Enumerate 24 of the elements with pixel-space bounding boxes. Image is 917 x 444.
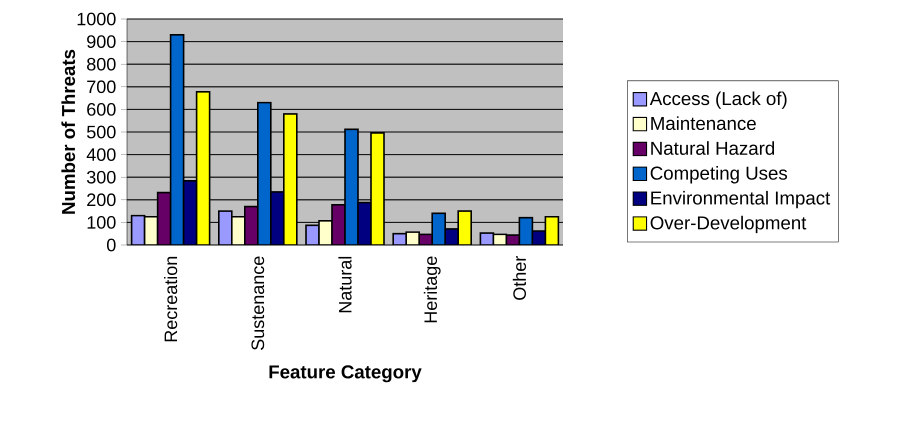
legend-label: Environmental Impact (651, 190, 830, 208)
y-tick-label: 900 (87, 35, 116, 48)
x-axis-title: Feature Category (269, 365, 422, 382)
x-tick-label: Sustenance (251, 256, 264, 350)
y-tick-label: 500 (86, 126, 116, 138)
y-tick-label: 300 (86, 170, 116, 184)
y-tick-label: 700 (87, 80, 116, 94)
legend-label: Natural Hazard (651, 141, 774, 155)
x-tick-label: Other (512, 256, 526, 300)
legend-label: Competing Uses (650, 166, 788, 184)
x-tick-label: Recreation (164, 256, 178, 342)
y-tick-label: 400 (86, 148, 116, 161)
y-tick-label: 200 (87, 193, 116, 206)
y-axis-title: Number of Threats (61, 50, 76, 214)
y-tick-label: 100 (88, 216, 116, 229)
y-tick-label: 800 (87, 58, 116, 71)
y-tick-label: 600 (87, 103, 116, 116)
x-tick-label: Heritage (424, 256, 441, 322)
legend-label: Maintenance (651, 116, 756, 130)
x-tick-label: Natural (338, 256, 352, 312)
legend-label: Over-Development (650, 216, 806, 234)
y-tick-label: 0 (106, 238, 116, 252)
y-tick-label: 1000 (78, 12, 116, 26)
legend-label: Access (Lack of) (650, 91, 787, 109)
